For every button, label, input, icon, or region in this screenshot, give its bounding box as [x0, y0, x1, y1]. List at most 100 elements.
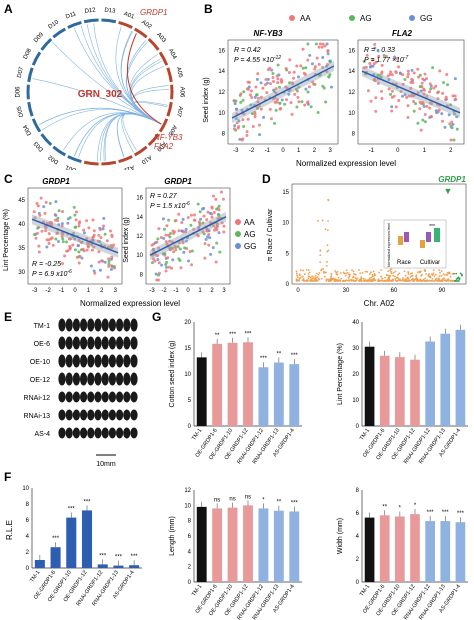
seed-shape	[72, 409, 80, 421]
pi-point	[378, 271, 380, 274]
circos-chr-label: D08	[23, 47, 34, 60]
scatter-point	[314, 42, 318, 46]
x-tick-label: 90	[439, 288, 446, 294]
f-sig: ***	[52, 536, 60, 542]
g-seed-bar	[243, 342, 253, 426]
scatter-point	[285, 98, 289, 102]
scatter-point	[323, 44, 327, 48]
seed-shape	[116, 391, 124, 403]
c-left-r: R = -0.25	[32, 261, 61, 268]
scatter-point	[177, 212, 181, 216]
pi-point	[326, 229, 329, 232]
scatter-point	[93, 271, 97, 275]
scatter-point	[107, 259, 111, 263]
pi-point	[345, 269, 348, 272]
pi-point	[397, 273, 399, 276]
panel-label-b: B	[204, 2, 213, 16]
scatter-point	[71, 243, 75, 247]
seed-shape	[101, 391, 109, 403]
circos-chr-label: A07	[175, 106, 184, 118]
scatter-point	[321, 66, 325, 70]
scatter-point	[419, 128, 423, 132]
circos-link	[126, 41, 162, 125]
scatter-point	[406, 75, 410, 79]
scatter-point	[36, 226, 40, 230]
pi-point	[299, 277, 302, 279]
scatter-point	[434, 84, 438, 88]
scatter-point	[265, 81, 269, 85]
scatter-point	[263, 83, 267, 87]
circos-chr-label: D13	[104, 8, 116, 15]
g-length-bar	[289, 511, 300, 582]
seed-shape	[116, 372, 124, 386]
pi-point	[347, 277, 350, 279]
scatter-point	[371, 58, 375, 62]
pi-point	[303, 273, 306, 276]
y-tick-label: 14	[136, 215, 143, 221]
pi-point	[311, 275, 314, 278]
scatter-point	[416, 67, 420, 71]
x-tick-label: 3	[114, 288, 118, 294]
scatter-point	[240, 108, 244, 112]
pi-point	[401, 277, 404, 279]
pi-point	[449, 280, 452, 282]
scatter-point	[390, 73, 394, 77]
panel-e-seeds: TM-1 OE-6 OE-10 OE-12 RNAi-12 RNAi-13 AS-4 10m…	[24, 318, 138, 468]
pi-point	[438, 269, 441, 272]
circos-link	[32, 78, 162, 125]
scatter-point	[435, 111, 439, 115]
pi-point	[416, 278, 419, 281]
scatter-point	[44, 200, 48, 204]
scatter-point	[396, 65, 400, 69]
seed-shape	[80, 427, 88, 439]
y-tick-label: 35	[18, 246, 25, 252]
f-sig: ***	[99, 553, 107, 559]
scatter-point	[163, 227, 167, 231]
pi-point	[317, 219, 320, 222]
scatter-point	[106, 275, 110, 279]
pi-point	[447, 278, 449, 281]
scatter-point	[271, 76, 275, 80]
seed-shape	[58, 354, 66, 368]
d-inset-box-5	[434, 228, 440, 242]
scatter-point	[401, 82, 405, 86]
seed-shape	[80, 318, 88, 332]
seed-shape	[58, 372, 66, 386]
scatter-point	[97, 250, 101, 254]
circos-link	[131, 101, 168, 125]
pi-point	[447, 272, 450, 275]
panel-label-e: E	[4, 310, 13, 324]
b-left-r: R = 0.42	[234, 47, 261, 54]
g-length-x-label: TM-1	[191, 584, 203, 598]
scatter-point	[414, 102, 418, 106]
scatter-point	[306, 101, 310, 105]
scatter-point	[109, 267, 113, 271]
pi-point	[321, 219, 324, 222]
scatter-point	[245, 130, 249, 134]
scatter-point	[154, 241, 158, 245]
d-inset-cultivar: Cultivar	[420, 260, 440, 266]
scatter-point	[324, 100, 328, 104]
scatter-point	[174, 248, 178, 252]
pi-point	[339, 272, 342, 274]
scatter-point	[215, 241, 219, 245]
panel-f-rle: R.L.E 0246810TM-1***OE-GRDP1-6***OE-GRDP…	[5, 486, 142, 607]
pi-point	[335, 271, 338, 274]
pi-point	[315, 272, 318, 275]
scatter-point	[297, 100, 301, 104]
g-width-bar	[364, 517, 375, 582]
g-seed-ylabel: Cotton seed index (g)	[169, 341, 176, 408]
scatter-point	[78, 254, 82, 258]
scatter-point	[91, 239, 95, 243]
scatter-point	[99, 236, 103, 240]
scatter-point	[164, 240, 168, 244]
g-seed-bar	[273, 362, 284, 426]
scatter-point	[251, 124, 255, 128]
f-bar	[66, 517, 77, 568]
circos-chr-label: A06	[178, 87, 184, 98]
g-seed-y-tick: 0	[188, 424, 192, 430]
b-right-frame	[357, 39, 465, 145]
scatter-point	[425, 77, 429, 81]
pi-point	[394, 277, 397, 280]
scatter-point	[201, 230, 205, 234]
